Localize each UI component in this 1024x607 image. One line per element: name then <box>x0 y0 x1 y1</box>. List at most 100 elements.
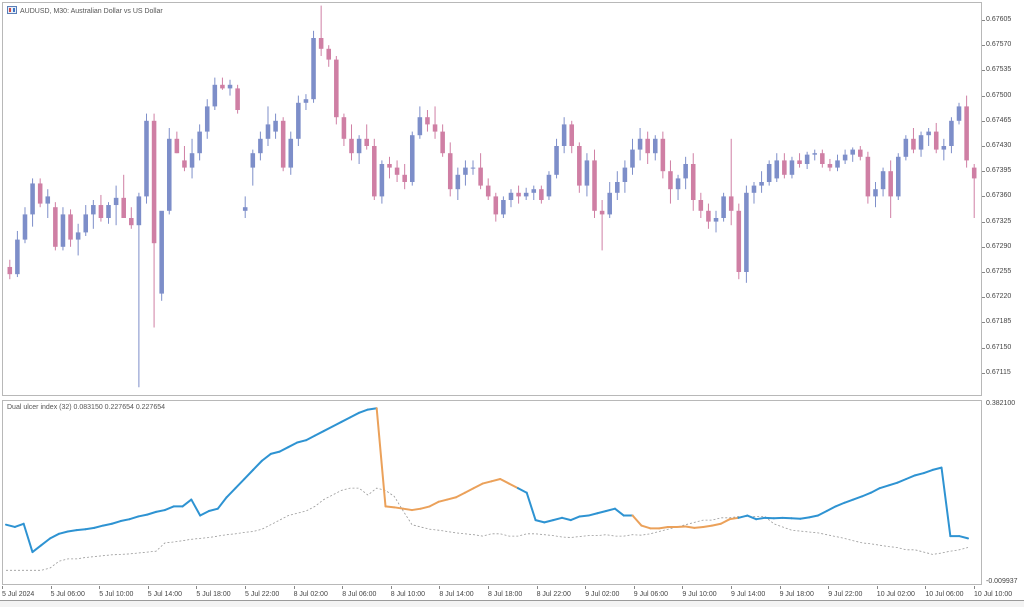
candle-body <box>418 117 423 135</box>
ulcer-index-segment <box>280 447 289 452</box>
candle-body <box>8 267 13 274</box>
candle-body <box>577 146 582 186</box>
ulcer-index-segment <box>297 440 306 442</box>
candle-body <box>873 189 878 196</box>
candle-body <box>372 146 377 196</box>
candle-body <box>288 139 293 168</box>
candle-body <box>744 193 749 272</box>
ulcer-index-segment <box>324 427 333 432</box>
candle-body <box>782 160 787 174</box>
candle-body <box>243 207 248 211</box>
time-tick-mark <box>196 586 197 589</box>
ulcer-index-segment <box>809 516 818 518</box>
ulcer-index-segment <box>933 468 942 470</box>
signal-line <box>6 488 968 570</box>
price-tick-mark <box>982 348 985 349</box>
ulcer-index-segment <box>315 431 324 436</box>
candle-body <box>296 103 301 139</box>
ulcer-index-segment <box>483 481 492 483</box>
price-tick-mark <box>982 45 985 46</box>
ulcer-index-segment <box>827 506 836 511</box>
candle-body <box>159 211 164 294</box>
candle-body <box>949 121 954 146</box>
candle-body <box>569 124 574 146</box>
time-tick-label: 9 Jul 18:00 <box>780 591 814 598</box>
indicator-scale-label: 0.382100 <box>986 400 1015 407</box>
candle-body <box>630 150 635 168</box>
candle-body <box>683 164 688 178</box>
ulcer-index-segment <box>686 526 695 527</box>
ulcer-index-segment <box>15 524 24 527</box>
candle-body <box>797 160 802 164</box>
candle-body <box>911 139 916 150</box>
time-tick-label: 8 Jul 18:00 <box>488 591 522 598</box>
ulcer-index-segment <box>412 509 421 510</box>
ulcer-index-segment <box>641 526 650 529</box>
candle-body <box>357 139 362 153</box>
candle-body <box>76 232 81 239</box>
candle-body <box>167 139 172 211</box>
ulcer-index-segment <box>271 452 280 454</box>
candle-body <box>668 171 673 189</box>
ulcer-index-segment <box>306 436 315 441</box>
ulcer-index-segment <box>500 479 509 484</box>
ulcer-index-segment <box>491 479 500 481</box>
candle-body <box>334 60 339 118</box>
time-tick-mark <box>682 586 683 589</box>
ulcer-index-segment <box>544 520 553 522</box>
candle-body <box>607 193 612 215</box>
price-tick-label: 0.67360 <box>986 192 1011 199</box>
candle-body <box>547 175 552 197</box>
time-tick-mark <box>877 586 878 589</box>
price-tick-label: 0.67535 <box>986 66 1011 73</box>
ulcer-index-segment <box>200 511 209 516</box>
candle-body <box>304 99 309 103</box>
time-tick-mark <box>391 586 392 589</box>
candle-body <box>737 211 742 272</box>
time-tick-label: 10 Jul 10:00 <box>974 591 1012 598</box>
time-tick-mark <box>634 586 635 589</box>
candle-body <box>68 214 73 239</box>
time-tick-label: 5 Jul 06:00 <box>51 591 85 598</box>
candle-body <box>805 155 810 164</box>
ulcer-index-segment <box>712 524 721 526</box>
price-tick-mark <box>982 70 985 71</box>
time-tick-mark <box>99 586 100 589</box>
ulcer-index-segment <box>121 519 130 521</box>
time-tick-label: 10 Jul 06:00 <box>925 591 963 598</box>
ulcer-index-segment <box>915 473 924 475</box>
candle-body <box>767 164 772 182</box>
candle-body <box>349 139 354 153</box>
candle-body <box>600 211 605 215</box>
candle-body <box>638 139 643 150</box>
price-tick-label: 0.67430 <box>986 142 1011 149</box>
candle-body <box>585 160 590 185</box>
candle-body <box>592 160 597 210</box>
price-tick-mark <box>982 297 985 298</box>
candle-body <box>387 164 392 168</box>
candle-body <box>235 88 240 110</box>
candle-body <box>615 182 620 193</box>
candle-body <box>99 205 104 218</box>
ulcer-index-segment <box>165 506 174 510</box>
candle-body <box>714 218 719 222</box>
ulcer-index-segment <box>871 488 880 493</box>
ulcer-index-segment <box>350 413 359 418</box>
candle-body <box>91 205 96 214</box>
candle-body <box>934 132 939 150</box>
candle-body <box>858 150 863 157</box>
ulcer-index-segment <box>536 520 545 522</box>
candle-body <box>494 196 499 214</box>
candle-body <box>866 157 871 197</box>
ulcer-index-segment <box>580 516 589 517</box>
ulcer-index-segment <box>703 526 712 527</box>
time-tick-mark <box>51 586 52 589</box>
ulcer-index-segment <box>377 408 386 506</box>
candle-body <box>456 175 461 189</box>
time-tick-label: 9 Jul 14:00 <box>731 591 765 598</box>
candle-body <box>425 117 430 124</box>
ulcer-index-segment <box>244 470 253 479</box>
time-tick-label: 9 Jul 02:00 <box>585 591 619 598</box>
price-tick-mark <box>982 196 985 197</box>
candle-body <box>395 168 400 175</box>
